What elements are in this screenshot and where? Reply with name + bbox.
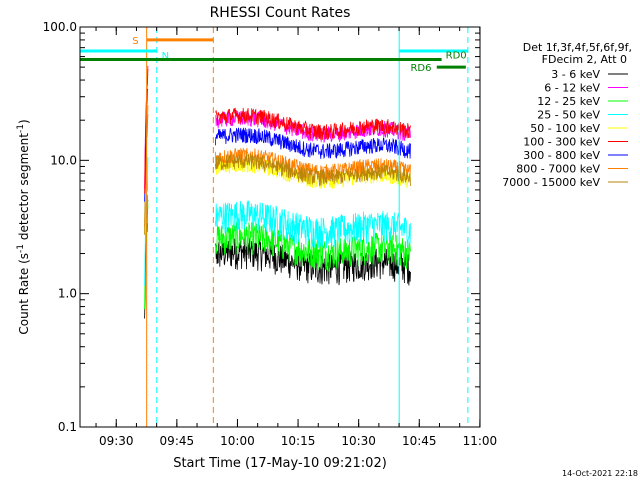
axis-layer: 09:30 09:45 10:00 10:15 10:30 10:45 11:00 0.1 1.… [43,20,498,448]
rd6-label: RD6 [410,63,431,74]
series-line [215,107,411,141]
night-label: N [162,51,169,62]
legend-entry-label: 12 - 25 keV [537,95,600,108]
x-tick-label: 11:00 [463,434,498,448]
y-tick-label: 0.1 [58,420,77,434]
y-axis-label-sup1: -1 [16,244,26,253]
series-line [215,199,411,249]
legend-entry-label: 6 - 12 keV [544,82,600,95]
series-line [215,127,411,159]
series-line [215,153,411,187]
y-axis-label-mid: detector segment [17,133,31,244]
series-line [215,110,411,144]
y-tick-label: 100.0 [43,20,77,34]
saa-label: S [132,36,138,47]
y-tick-label: 1.0 [58,287,77,301]
legend-entry-label: 25 - 50 keV [537,109,600,122]
y-axis-label-main: Count Rate (s [17,253,31,335]
x-axis-label: Start Time (17-May-10 09:21:02) [173,456,387,471]
y-axis-label-end: ) [17,119,31,124]
legend-entry-label: 100 - 300 keV [523,136,600,149]
x-tick-label: 09:45 [160,434,195,448]
legend-entry-label: 300 - 800 keV [523,149,600,162]
legend-entry-label: 3 - 6 keV [551,68,600,81]
annotation-layer: S N RD0 RD6 [80,36,468,74]
plot-frame [79,26,481,428]
legend-header-line-1: Det 1f,3f,4f,5f,6f,9f, [523,41,632,54]
legend-entry-label: 50 - 100 keV [530,122,600,135]
series-line [215,221,411,273]
x-tick-label: 10:00 [220,434,255,448]
legend-header-line-2: FDecim 2, Att 0 [542,53,627,66]
footer-timestamp: 14-Oct-2021 22:18 [562,469,638,478]
y-tick-label: 10.0 [50,153,77,167]
y-axis-label-sup2: -1 [16,124,26,133]
x-tick-label: 10:15 [281,434,316,448]
legend: Det 1f,3f,4f,5f,6f,9f, FDecim 2, Att 0 3… [502,41,632,189]
legend-entry-label: 7000 - 15000 keV [502,176,600,189]
x-tick-label: 09:30 [99,434,134,448]
y-axis-label: Count Rate (s-1 detector segment-1) [16,119,31,334]
legend-entry-label: 800 - 7000 keV [516,163,600,176]
chart-title: RHESSI Count Rates [210,5,351,21]
rd0-label: RD0 [446,51,467,62]
x-tick-label: 10:45 [402,434,437,448]
x-tick-label: 10:30 [341,434,376,448]
